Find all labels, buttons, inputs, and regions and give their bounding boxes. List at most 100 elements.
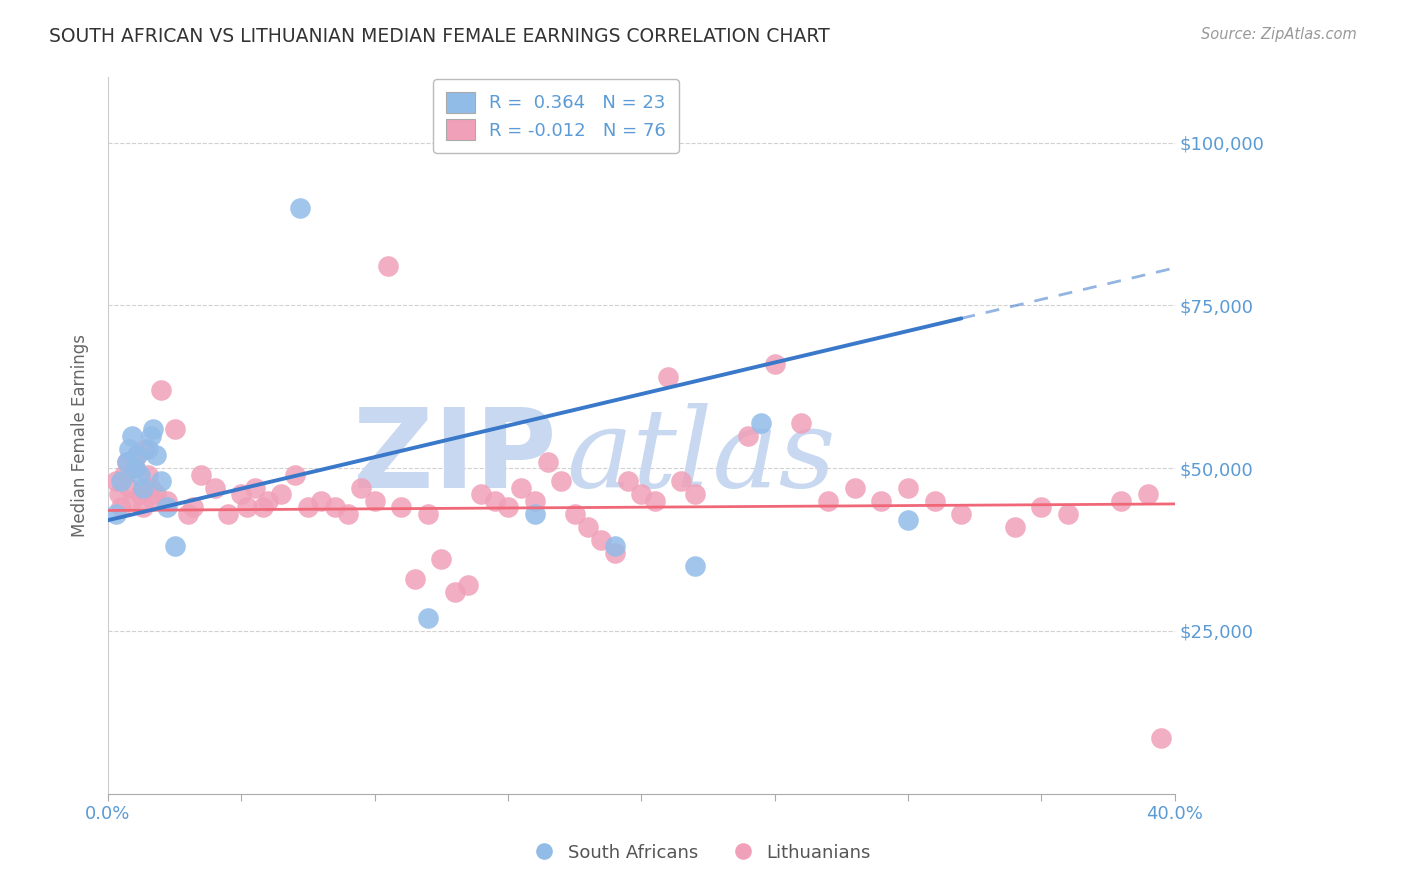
- Point: [107, 487, 129, 501]
- Point: [110, 474, 132, 488]
- Point: [591, 533, 613, 547]
- Point: [603, 539, 626, 553]
- Point: [136, 442, 159, 456]
- Point: [644, 493, 666, 508]
- Point: [416, 611, 439, 625]
- Point: [118, 442, 141, 456]
- Point: [630, 487, 652, 501]
- Point: [496, 500, 519, 515]
- Point: [311, 493, 333, 508]
- Point: [129, 487, 152, 501]
- Point: [844, 481, 866, 495]
- Point: [131, 481, 153, 495]
- Point: [576, 519, 599, 533]
- Point: [897, 481, 920, 495]
- Point: [257, 493, 280, 508]
- Point: [156, 500, 179, 515]
- Point: [104, 474, 127, 488]
- Point: [121, 493, 143, 508]
- Point: [1057, 507, 1080, 521]
- Text: Source: ZipAtlas.com: Source: ZipAtlas.com: [1201, 27, 1357, 42]
- Point: [118, 481, 141, 495]
- Point: [416, 507, 439, 521]
- Point: [683, 558, 706, 573]
- Text: ZIP: ZIP: [353, 403, 555, 510]
- Point: [145, 487, 167, 501]
- Point: [1004, 519, 1026, 533]
- Point: [337, 507, 360, 521]
- Point: [131, 500, 153, 515]
- Point: [457, 578, 479, 592]
- Point: [763, 357, 786, 371]
- Legend: R =  0.364   N = 23, R = -0.012   N = 76: R = 0.364 N = 23, R = -0.012 N = 76: [433, 79, 679, 153]
- Point: [617, 474, 640, 488]
- Point: [115, 454, 138, 468]
- Point: [350, 481, 373, 495]
- Point: [523, 493, 546, 508]
- Point: [204, 481, 226, 495]
- Point: [430, 552, 453, 566]
- Point: [163, 539, 186, 553]
- Point: [190, 467, 212, 482]
- Point: [657, 370, 679, 384]
- Point: [389, 500, 412, 515]
- Point: [671, 474, 693, 488]
- Point: [510, 481, 533, 495]
- Point: [110, 500, 132, 515]
- Point: [127, 448, 149, 462]
- Point: [603, 546, 626, 560]
- Point: [124, 461, 146, 475]
- Point: [751, 416, 773, 430]
- Point: [323, 500, 346, 515]
- Legend: South Africans, Lithuanians: South Africans, Lithuanians: [527, 837, 879, 870]
- Point: [950, 507, 973, 521]
- Point: [112, 467, 135, 482]
- Point: [235, 500, 257, 515]
- Point: [683, 487, 706, 501]
- Point: [163, 422, 186, 436]
- Point: [270, 487, 292, 501]
- Point: [1031, 500, 1053, 515]
- Y-axis label: Median Female Earnings: Median Female Earnings: [72, 334, 89, 537]
- Point: [484, 493, 506, 508]
- Point: [142, 422, 165, 436]
- Point: [139, 481, 162, 495]
- Point: [363, 493, 385, 508]
- Point: [377, 260, 399, 274]
- Point: [231, 487, 253, 501]
- Point: [127, 448, 149, 462]
- Point: [870, 493, 893, 508]
- Point: [136, 467, 159, 482]
- Point: [139, 428, 162, 442]
- Point: [817, 493, 839, 508]
- Point: [297, 500, 319, 515]
- Point: [1137, 487, 1160, 501]
- Text: SOUTH AFRICAN VS LITHUANIAN MEDIAN FEMALE EARNINGS CORRELATION CHART: SOUTH AFRICAN VS LITHUANIAN MEDIAN FEMAL…: [49, 27, 830, 45]
- Point: [564, 507, 586, 521]
- Point: [104, 507, 127, 521]
- Point: [183, 500, 205, 515]
- Point: [129, 467, 152, 482]
- Text: atlas: atlas: [567, 403, 837, 511]
- Point: [217, 507, 239, 521]
- Point: [1150, 731, 1173, 746]
- Point: [243, 481, 266, 495]
- Point: [470, 487, 492, 501]
- Point: [897, 513, 920, 527]
- Point: [124, 461, 146, 475]
- Point: [177, 507, 200, 521]
- Point: [523, 507, 546, 521]
- Point: [156, 493, 179, 508]
- Point: [1111, 493, 1133, 508]
- Point: [443, 584, 465, 599]
- Point: [550, 474, 572, 488]
- Point: [145, 448, 167, 462]
- Point: [284, 467, 307, 482]
- Point: [115, 454, 138, 468]
- Point: [252, 500, 274, 515]
- Point: [288, 201, 311, 215]
- Point: [537, 454, 560, 468]
- Point: [150, 383, 173, 397]
- Point: [121, 428, 143, 442]
- Point: [924, 493, 946, 508]
